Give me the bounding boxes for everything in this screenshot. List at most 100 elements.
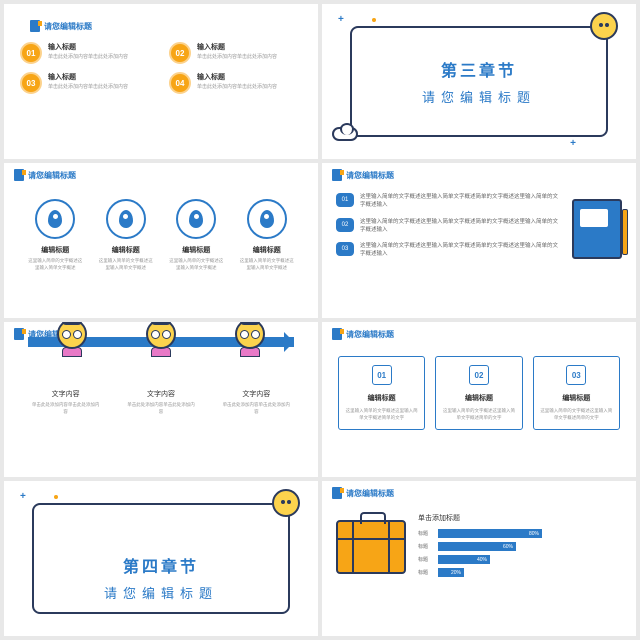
item-title: 输入标题 (197, 42, 277, 52)
slide-3: 请您编辑标题 编辑标题这里输入简单的文字概述这里输入简单文字概述 编辑标题这里输… (4, 163, 318, 318)
slide-header: 请您编辑标题 (20, 14, 302, 38)
plus-icon: + (20, 491, 26, 502)
item-desc: 这里输入简单的文字概述这里输入简单文字概述 (167, 258, 225, 272)
card-num: 02 (469, 365, 489, 385)
pin-icon (260, 210, 274, 228)
bar-row: 标题60% (418, 542, 622, 551)
chapter-subtitle: 请您编辑标题 (104, 583, 218, 602)
item-title: 输入标题 (197, 72, 277, 82)
item-desc: 单击此处添加内容单击此处添加内容 (48, 84, 128, 91)
chapter-frame: 第四章节 请您编辑标题 (32, 503, 289, 615)
plus-icon: + (570, 138, 576, 149)
bubble-num: 01 (336, 193, 354, 207)
item-desc: 这里输入简单的文字概述这里输入简单文字概述 (238, 258, 296, 272)
card: 02编辑标题这里输入简单的文字概述这里输入简单文字概述简单的文字 (435, 356, 522, 430)
card: 03 编辑标题这里输入简单的文字概述这里输入简单文字概述简单的文字 (533, 356, 620, 430)
notebook-icon (572, 199, 622, 259)
card-desc: 这里输入简单的文字概述这里输入简单文字概述简单的文字 (540, 407, 613, 421)
item-text: 这里输入简单的文字概述这里输入简单文字概述简单的文字概述这里输入简单的文字概述输… (360, 242, 562, 259)
slide-5: 请您编辑标题 123 文字内容单击此处添加内容单击此处添加内容 文字内容单击此处… (4, 322, 318, 477)
slide-header: 请您编辑标题 (322, 322, 636, 346)
bullet-list: 01 这里输入简单的文字概述这里输入简单文字概述简单的文字概述这里输入简单的文字概… (336, 193, 562, 267)
slide-2-chapter: + + 第三章节 请您编辑标题 (322, 4, 636, 159)
item-title: 编辑标题 (167, 245, 225, 255)
list-item: 02 这里输入简单的文字概述这里输入简单文字概述简单的文字概述这里输入简单的文字概… (336, 218, 562, 235)
header-text: 请您编辑标题 (346, 488, 394, 499)
item-desc: 单击此处添加内容单击此处添加内容 (197, 84, 277, 91)
pin-icon (119, 210, 133, 228)
dot-icon (372, 18, 376, 22)
sun-icon (590, 12, 618, 40)
item-desc: 这里输入简单的文字概述这里输入简单文字概述 (26, 258, 84, 272)
bar-label: 标题 (418, 556, 434, 563)
briefcase-icon (336, 520, 406, 574)
card-title: 编辑标题 (540, 393, 613, 403)
list-item: 01 这里输入简单的文字概述这里输入简单文字概述简单的文字概述这里输入简单的文字概… (336, 193, 562, 210)
card-title: 编辑标题 (345, 393, 418, 403)
card-num: 01 (372, 365, 392, 385)
item-desc: 单击此处添加内容单击此处添加内容 (197, 54, 277, 61)
plus-icon: + (338, 14, 344, 25)
bar-row: 标题 20% (418, 568, 622, 577)
bubble-num: 02 (336, 218, 354, 232)
doc-icon (14, 169, 24, 181)
cloud-icon (332, 127, 358, 141)
doc-icon (332, 169, 342, 181)
doc-icon (30, 20, 40, 32)
person-icon (235, 322, 265, 357)
doc-icon (14, 328, 24, 340)
step-label: 文字内容单击此处添加内容单击此处添加内容 (126, 389, 196, 416)
item-title: 输入标题 (48, 42, 128, 52)
dot-icon (54, 495, 58, 499)
items-grid: 01输入标题单击此处添加内容单击此处添加内容 02输入标题单击此处添加内容单击此… (20, 42, 302, 94)
circle-item: 编辑标题这里输入简单的文字概述这里输入简单文字概述 (167, 199, 225, 272)
chapter-number: 第三章节 (441, 57, 517, 81)
timeline-arrow (28, 337, 294, 347)
bar-fill: 80% (438, 529, 542, 538)
bar-label: 标题 (418, 569, 434, 576)
pin-icon (48, 210, 62, 228)
card-desc: 这里输入简单的文字概述这里输入简单文字概述简单的文字 (345, 407, 418, 421)
bar-fill: 40% (438, 555, 490, 564)
num-badge: 02 (169, 42, 191, 64)
item: 04输入标题单击此处添加内容单击此处添加内容 (169, 72, 302, 94)
chapter-subtitle: 请您编辑标题 (422, 87, 536, 106)
header-text: 请您编辑标题 (346, 329, 394, 340)
bar-fill: 20% (438, 568, 464, 577)
item: 03 输入标题单击此处添加内容单击此处添加内容 (20, 72, 153, 94)
num-badge: 01 (20, 42, 42, 64)
item-title: 编辑标题 (97, 245, 155, 255)
sun-icon (272, 489, 300, 517)
bar-label: 标题 (418, 543, 434, 550)
slide-header: 请您编辑标题 (322, 163, 636, 187)
item-title: 输入标题 (48, 72, 128, 82)
slide-1: 请您编辑标题 01输入标题单击此处添加内容单击此处添加内容 02输入标题单击此处… (4, 4, 318, 159)
header-text: 请您编辑标题 (28, 170, 76, 181)
item-desc: 这里输入简单的文字概述这里输入简单文字概述 (97, 258, 155, 272)
step-label: 文字内容单击此处添加内容单击此处添加内容 (31, 389, 101, 416)
person-icon (57, 322, 87, 357)
slide-header: 请您编辑标题 (4, 163, 318, 187)
doc-icon (332, 328, 342, 340)
bubble-num: 03 (336, 242, 354, 256)
card: 01 编辑标题这里输入简单的文字概述这里输入简单文字概述简单的文字 (338, 356, 425, 430)
card-desc: 这里输入简单的文字概述这里输入简单文字概述简单的文字 (442, 407, 515, 421)
bar-row: 标题80% (418, 529, 622, 538)
header-text: 请您编辑标题 (44, 21, 92, 32)
circle-item: 编辑标题这里输入简单的文字概述这里输入简单文字概述 (97, 199, 155, 272)
item-title: 编辑标题 (238, 245, 296, 255)
chapter-frame: 第三章节 请您编辑标题 (350, 26, 607, 138)
item-text: 这里输入简单的文字概述这里输入简单文字概述简单的文字概述这里输入简单的文字概述输… (360, 218, 562, 235)
bar-chart: 单击添加标题 标题80%标题60%标题40%标题20% (418, 513, 622, 581)
slide-4: 请您编辑标题 01 这里输入简单的文字概述这里输入简单文字概述简单的文字概述这里输… (322, 163, 636, 318)
card-num: 03 (566, 365, 586, 385)
slide-6: 请您编辑标题 01编辑标题这里输入简单的文字概述这里输入简单文字概述简单的文字 … (322, 322, 636, 477)
header-text: 请您编辑标题 (346, 170, 394, 181)
pin-icon (189, 210, 203, 228)
num-badge: 03 (20, 72, 42, 94)
person-icon (146, 322, 176, 357)
item-desc: 单击此处添加内容单击此处添加内容 (48, 54, 128, 61)
chapter-number: 第四章节 (123, 553, 199, 577)
item-text: 这里输入简单的文字概述这里输入简单文字概述简单的文字概述这里输入简单的文字概述输… (360, 193, 562, 210)
list-item: 03 这里输入简单的文字概述这里输入简单文字概述简单的文字概述这里输入简单的文字概… (336, 242, 562, 259)
